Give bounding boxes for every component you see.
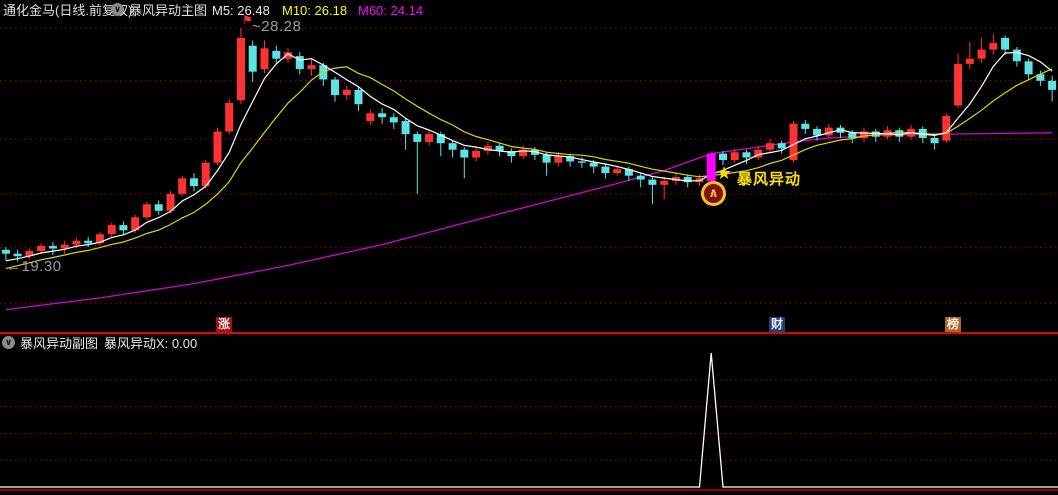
panel-divider-shadow	[0, 334, 1058, 336]
ma10-value-label: M10: 26.18	[282, 3, 348, 18]
watermark-badge-cai: 财	[769, 317, 785, 332]
watermark-badge-bang: 榜	[945, 317, 961, 332]
signal-star-icon: ★	[716, 163, 733, 183]
signal-coin-icon: ∧	[701, 181, 726, 206]
low-price-label: ←19.30	[6, 258, 62, 275]
signal-text-label: 暴风异动	[737, 171, 802, 188]
peak-price-label: ~28.28	[252, 18, 302, 35]
main-indicator-name[interactable]: 暴风异动主图	[129, 3, 208, 18]
sub-indicator-name[interactable]: 暴风异动副图	[20, 336, 99, 351]
panel-divider[interactable]	[0, 332, 1058, 334]
ma60-value-label: M60: 24.14	[358, 3, 424, 18]
main-candlestick-chart[interactable]	[0, 0, 1058, 316]
ma5-value-label: M5: 26.48	[212, 3, 270, 18]
chevron-down-icon[interactable]: ∨	[111, 3, 124, 16]
watermark-badge-zhang: 涨	[216, 317, 232, 332]
sub-indicator-chart[interactable]	[0, 334, 1058, 495]
stock-title: 通化金马(日线.前复权)	[3, 3, 133, 18]
sub-indicator-value: 暴风异动X: 0.00	[104, 336, 198, 351]
peak-flag-icon: ⚑	[242, 13, 253, 27]
sub-chevron-down-icon[interactable]: ∨	[2, 336, 15, 349]
